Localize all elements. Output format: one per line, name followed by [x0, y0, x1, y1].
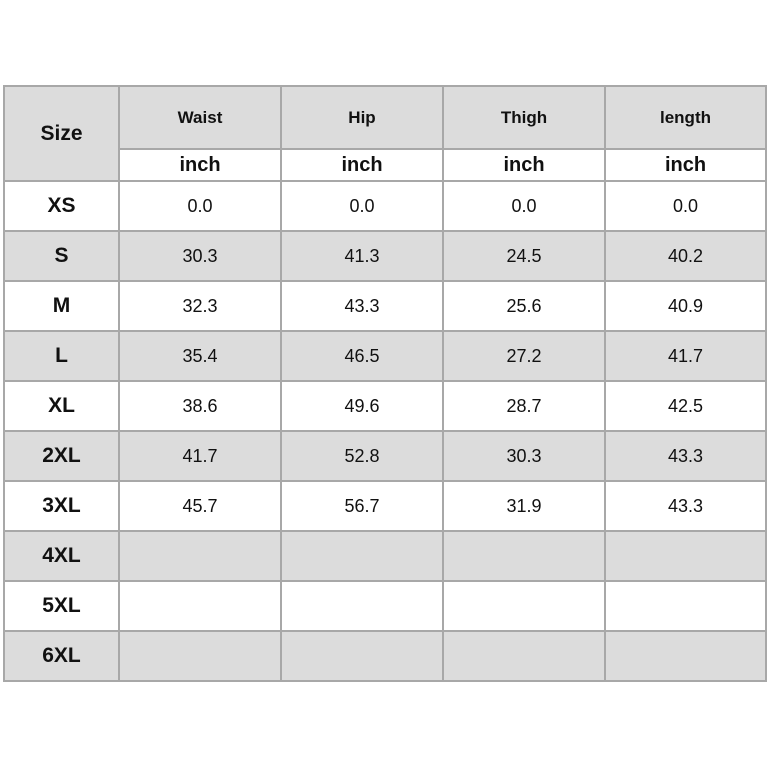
- measurement: 42.5: [604, 380, 767, 432]
- data-row: M 32.3 43.3 25.6 40.9: [3, 280, 767, 332]
- measurement: 46.5: [280, 330, 444, 382]
- measurement: 24.5: [442, 230, 606, 282]
- size-label: 3XL: [3, 480, 120, 532]
- measurement: 49.6: [280, 380, 444, 432]
- empty-cell: [604, 630, 767, 682]
- data-row: 5XL: [3, 580, 767, 632]
- measurement: 41.3: [280, 230, 444, 282]
- size-label: M: [3, 280, 120, 332]
- measurement: 30.3: [442, 430, 606, 482]
- empty-cell: [118, 630, 282, 682]
- measurement: 0.0: [442, 180, 606, 232]
- empty-cell: [280, 630, 444, 682]
- measurement: 40.2: [604, 230, 767, 282]
- measurement: 43.3: [280, 280, 444, 332]
- size-label: S: [3, 230, 120, 282]
- unit-label: inch: [280, 148, 444, 182]
- size-label: 2XL: [3, 430, 120, 482]
- unit-label: inch: [442, 148, 606, 182]
- measurement: 25.6: [442, 280, 606, 332]
- empty-cell: [118, 530, 282, 582]
- measurement: 32.3: [118, 280, 282, 332]
- empty-cell: [280, 530, 444, 582]
- measurement: 43.3: [604, 480, 767, 532]
- measurement: 45.7: [118, 480, 282, 532]
- measurement: 40.9: [604, 280, 767, 332]
- data-row: 3XL 45.7 56.7 31.9 43.3: [3, 480, 767, 532]
- measurement: 31.9: [442, 480, 606, 532]
- measurement: 41.7: [118, 430, 282, 482]
- column-header: Thigh: [442, 85, 606, 150]
- size-label: L: [3, 330, 120, 382]
- size-chart: Size Waist Hip Thigh length inch inch inch inch X…: [3, 85, 767, 682]
- data-row: XS 0.0 0.0 0.0 0.0: [3, 180, 767, 232]
- size-label: XS: [3, 180, 120, 232]
- empty-cell: [604, 530, 767, 582]
- empty-cell: [442, 580, 606, 632]
- measurement: 56.7: [280, 480, 444, 532]
- data-row: L 35.4 46.5 27.2 41.7: [3, 330, 767, 382]
- size-header: Size: [3, 85, 120, 182]
- size-label: 6XL: [3, 630, 120, 682]
- column-header: length: [604, 85, 767, 150]
- unit-label: inch: [118, 148, 282, 182]
- measurement: 0.0: [280, 180, 444, 232]
- size-label: XL: [3, 380, 120, 432]
- size-label: 5XL: [3, 580, 120, 632]
- empty-cell: [280, 580, 444, 632]
- measurement: 30.3: [118, 230, 282, 282]
- measurement: 35.4: [118, 330, 282, 382]
- empty-cell: [442, 630, 606, 682]
- measurement: 0.0: [118, 180, 282, 232]
- unit-label: inch: [604, 148, 767, 182]
- data-row: XL 38.6 49.6 28.7 42.5: [3, 380, 767, 432]
- data-row: 2XL 41.7 52.8 30.3 43.3: [3, 430, 767, 482]
- empty-cell: [442, 530, 606, 582]
- data-row: 6XL: [3, 630, 767, 682]
- size-label: 4XL: [3, 530, 120, 582]
- data-row: 4XL: [3, 530, 767, 582]
- measurement: 27.2: [442, 330, 606, 382]
- unit-row: inch inch inch inch: [4, 148, 767, 182]
- measurement: 43.3: [604, 430, 767, 482]
- measurement: 52.8: [280, 430, 444, 482]
- data-row: S 30.3 41.3 24.5 40.2: [3, 230, 767, 282]
- empty-cell: [604, 580, 767, 632]
- empty-cell: [118, 580, 282, 632]
- measurement: 28.7: [442, 380, 606, 432]
- measurement: 38.6: [118, 380, 282, 432]
- measurement: 0.0: [604, 180, 767, 232]
- header-row: Size Waist Hip Thigh length: [3, 85, 767, 182]
- column-header: Waist: [118, 85, 282, 150]
- measurement: 41.7: [604, 330, 767, 382]
- column-header: Hip: [280, 85, 444, 150]
- size-table: Size Waist Hip Thigh length inch inch inch inch X…: [3, 85, 767, 682]
